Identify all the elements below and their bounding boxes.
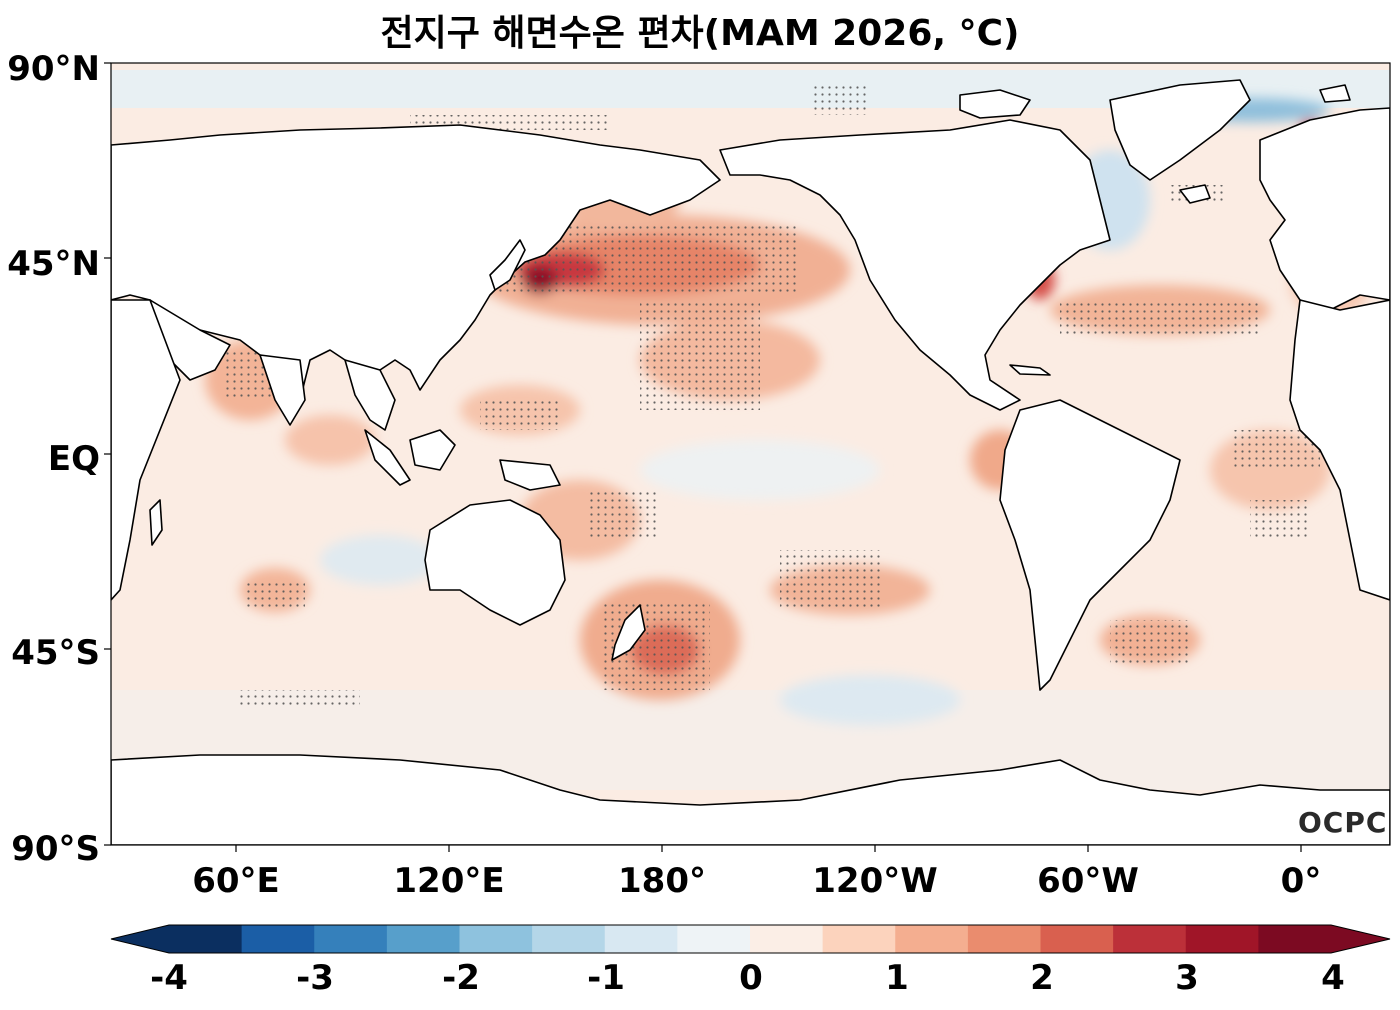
lon-label-60w: 60°W <box>1037 861 1139 901</box>
africa-land <box>111 299 181 601</box>
iceland-land <box>1179 184 1211 204</box>
colorbar-bin <box>386 925 460 953</box>
ocpc-logo: OCPC <box>1298 806 1388 839</box>
colorbar-bin <box>241 925 315 953</box>
cuba-land <box>1009 364 1051 376</box>
lat-label-90s: 90°S <box>11 829 100 869</box>
colorbar-bin <box>314 925 388 953</box>
colorbar-bin <box>1040 925 1114 953</box>
antarctica-land <box>111 754 1390 845</box>
colorbar-bin <box>677 925 751 953</box>
eurasia-land <box>111 124 721 421</box>
newguinea-land <box>499 459 561 491</box>
borneo-land <box>409 429 456 471</box>
colorbar-bin <box>967 925 1041 953</box>
colorbar-bin <box>895 925 969 953</box>
colorbar-bin <box>1258 925 1332 953</box>
colorbar-extend-low <box>111 925 169 953</box>
colorbar-outline <box>110 924 1391 954</box>
colorbar-bin <box>459 925 533 953</box>
colorbar-extend-high <box>1331 925 1390 953</box>
australia-land <box>424 499 566 626</box>
colorbar-tick-label: -3 <box>296 958 334 998</box>
lon-label-180: 180° <box>618 861 706 901</box>
indochina-land <box>344 359 396 431</box>
colorbar-bin <box>750 925 824 953</box>
colorbar <box>110 924 1391 954</box>
land-masses <box>111 79 1390 845</box>
colorbar-bin <box>169 925 243 953</box>
colorbar-tick-label: -4 <box>150 958 188 998</box>
colorbar-tick-label: 4 <box>1321 958 1345 998</box>
colorbar-bin <box>1185 925 1259 953</box>
colorbar-tick-label: -2 <box>442 958 480 998</box>
colorbar-tick-label: 1 <box>885 958 909 998</box>
colorbar-tick-label: 3 <box>1175 958 1199 998</box>
lon-ticks <box>235 845 1302 852</box>
india-land <box>259 354 306 426</box>
lat-label-eq: EQ <box>47 439 100 479</box>
arctic-archipelago-land <box>959 89 1031 119</box>
lon-label-60e: 60°E <box>192 861 280 901</box>
colorbar-tick-label: -1 <box>587 958 625 998</box>
sumatra-land <box>364 429 411 486</box>
lat-label-45s: 45°S <box>11 633 100 673</box>
lon-label-0: 0° <box>1280 861 1322 901</box>
lon-label-120w: 120°W <box>812 861 938 901</box>
newzealand-land <box>611 604 646 661</box>
japan-land <box>489 239 526 291</box>
colorbar-bin <box>532 925 606 953</box>
south-america-land <box>999 399 1181 691</box>
lon-label-120e: 120°E <box>393 861 505 901</box>
colorbar-tick-label: 2 <box>1030 958 1054 998</box>
north-america-land <box>719 119 1111 411</box>
colorbar-bin <box>604 925 678 953</box>
lat-label-45n: 45°N <box>7 244 100 284</box>
lat-ticks <box>104 62 111 846</box>
greenland-land <box>1109 79 1251 181</box>
africa-west-land <box>1289 299 1390 601</box>
colorbar-bin <box>1113 925 1187 953</box>
colorbar-tick-label: 0 <box>739 958 763 998</box>
map-title: 전지구 해면수온 편차(MAM 2026, °C) <box>380 13 1020 54</box>
sst-anomaly-field <box>111 63 1390 845</box>
madagascar-land <box>149 499 163 546</box>
svalbard-land <box>1319 84 1351 103</box>
lat-label-90n: 90°N <box>7 49 100 89</box>
colorbar-bin <box>822 925 896 953</box>
